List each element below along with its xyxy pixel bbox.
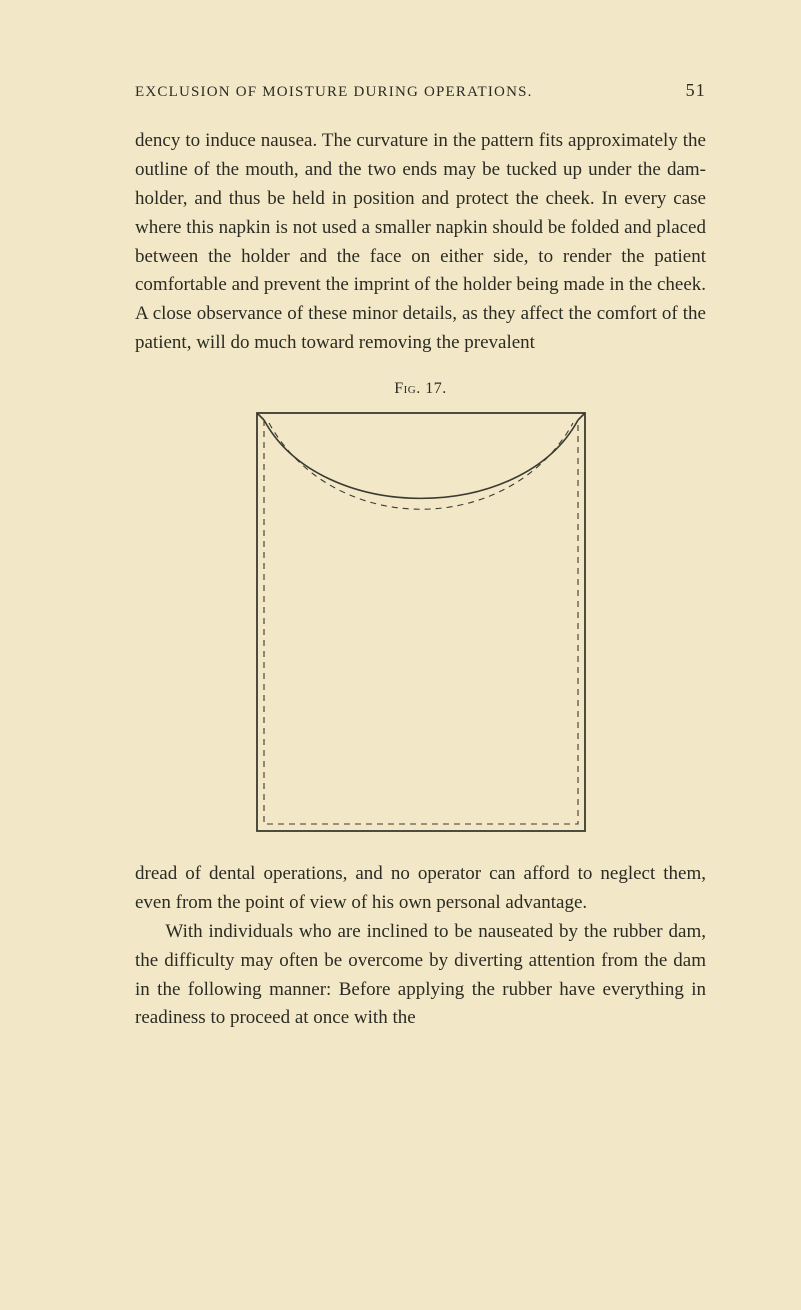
body-paragraph-1: dency to induce nausea. The curvature in…	[135, 127, 706, 358]
body-paragraph-2: dread of dental operations, and no opera…	[135, 860, 706, 918]
figure-17-svg	[256, 412, 586, 832]
page-number: 51	[686, 80, 706, 101]
paragraph-3-text: With individuals who are inclined to be …	[135, 918, 706, 1034]
page: EXCLUSION OF MOISTURE DURING OPERATIONS.…	[0, 0, 801, 1310]
figure-17	[135, 412, 706, 832]
running-title: EXCLUSION OF MOISTURE DURING OPERATIONS.	[135, 84, 533, 101]
figure-label: Fig. 17.	[135, 380, 706, 398]
running-header: EXCLUSION OF MOISTURE DURING OPERATIONS.…	[135, 80, 706, 101]
paragraph-2-text: dread of dental operations, and no opera…	[135, 860, 706, 918]
body-paragraph-3: With individuals who are inclined to be …	[135, 918, 706, 1034]
paragraph-1-text: dency to induce nausea. The curvature in…	[135, 127, 706, 358]
